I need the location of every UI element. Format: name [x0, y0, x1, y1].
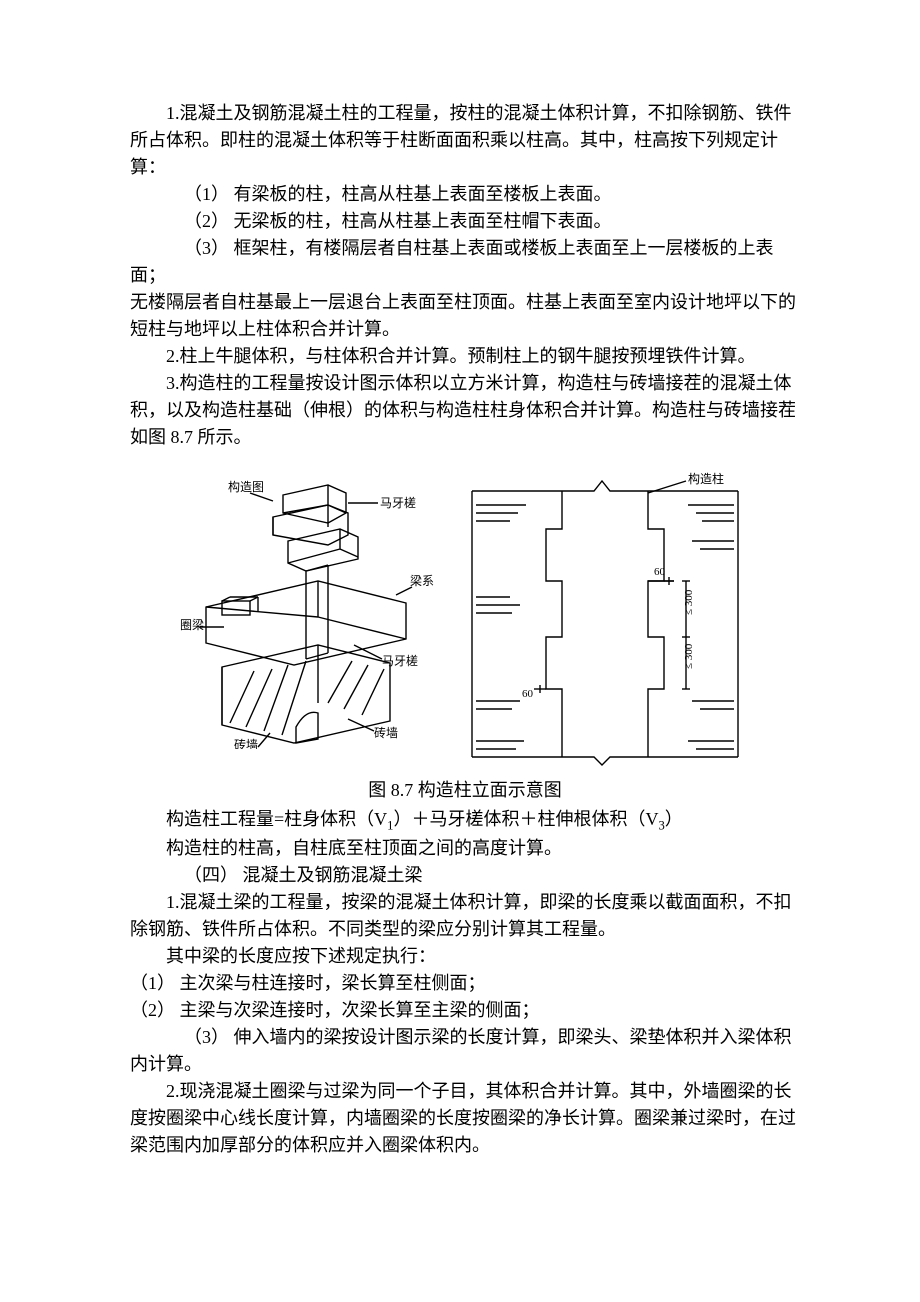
paragraph-12: 其中梁的长度应按下述规定执行：: [130, 943, 800, 970]
label-zhuanqiang-left: 砖墙: [234, 737, 258, 749]
list-item-b2: （2） 主梁与次梁连接时，次梁长算至主梁的侧面；: [130, 997, 800, 1024]
paragraph-11: 1.混凝土梁的工程量，按梁的混凝土体积计算，即梁的长度乘以截面面积，不扣除钢筋、…: [130, 889, 800, 943]
label-quanliang: 圈梁: [180, 617, 204, 632]
label-mayacha-top: 马牙槎: [380, 495, 416, 510]
dim-60-bot: 60: [522, 688, 534, 700]
label-liangxi: 梁系: [410, 573, 434, 588]
paragraph-7: 3.构造柱的工程量按设计图示体积以立方米计算，构造柱与砖墙接茬的混凝土体积，以及…: [130, 370, 800, 451]
label-zhuanqiang-bottom: 砖墙: [374, 725, 398, 740]
p8-seg-c: ）: [665, 809, 683, 829]
paragraph-1: 1.混凝土及钢筋混凝土柱的工程量，按柱的混凝土体积计算，不扣除钢筋、铁件所占体积…: [130, 100, 800, 181]
figure-caption: 图 8.7 构造柱立面示意图: [130, 777, 800, 804]
dim-60-top: 60: [654, 566, 666, 578]
p8-seg-a: 构造柱工程量=柱身体积（V: [166, 809, 387, 829]
figure-8-7: 构造图 马牙槎 梁系 圈梁 马牙槎 砖墙 砖墙: [130, 469, 800, 769]
paragraph-16: 2.现浇混凝土圈梁与过梁为同一个子目，其体积合并计算。其中，外墙圈梁的长度按圈梁…: [130, 1078, 800, 1159]
paragraph-8: 构造柱工程量=柱身体积（V1）＋马牙槎体积＋柱伸根体积（V3）: [130, 806, 800, 835]
paragraph-5: 无楼隔层者自柱基最上一层退台上表面至柱顶面。柱基上表面至室内设计地坪以下的短柱与…: [130, 289, 800, 343]
label-mayacha-side: 马牙槎: [382, 653, 418, 668]
label-gouzaozhu: 构造柱: [688, 471, 724, 486]
paragraph-9: 构造柱的柱高，自柱底至柱顶面之间的高度计算。: [130, 835, 800, 862]
list-item-2: （2） 无梁板的柱，柱高从柱基上表面至柱帽下表面。: [130, 208, 800, 235]
list-item-1: （1） 有梁板的柱，柱高从柱基上表面至楼板上表面。: [130, 181, 800, 208]
paragraph-6: 2.柱上牛腿体积，与柱体积合并计算。预制柱上的钢牛腿按预埋铁件计算。: [130, 343, 800, 370]
list-item-3: （3） 框架柱，有楼隔层者自柱基上表面或楼板上表面至上一层楼板的上表面；: [130, 235, 800, 289]
heading-beam: （四） 混凝土及钢筋混凝土梁: [130, 862, 800, 889]
list-item-b3: （3） 伸入墙内的梁按设计图示梁的长度计算，即梁头、梁垫体积并入梁体积内计算。: [130, 1024, 800, 1078]
figure-right-elevation: 构造柱 60 60 ≤ 300 ≤ 300: [462, 469, 752, 769]
list-item-b1: （1） 主次梁与柱连接时，梁长算至柱侧面；: [130, 970, 800, 997]
label-gouzaotu: 构造图: [228, 479, 264, 494]
dim-le300-a: ≤ 300: [683, 589, 695, 615]
dim-le300-b: ≤ 300: [683, 643, 695, 669]
figure-left-iso: 构造图 马牙槎 梁系 圈梁 马牙槎 砖墙 砖墙: [178, 469, 438, 749]
p8-seg-b: ）＋马牙槎体积＋柱伸根体积（V: [393, 809, 658, 829]
